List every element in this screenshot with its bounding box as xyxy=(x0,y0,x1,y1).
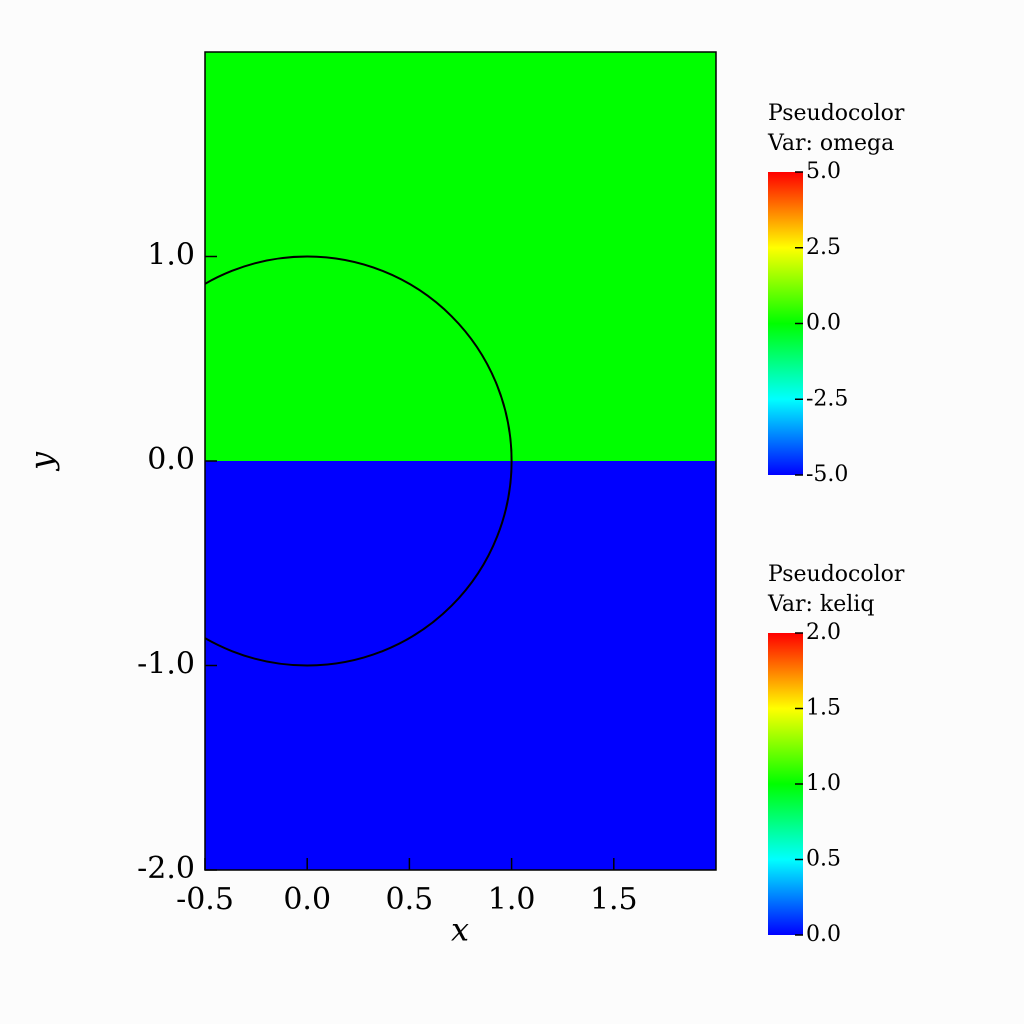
region xyxy=(205,461,716,870)
colorbar-tick-label: 2.0 xyxy=(806,620,841,645)
y-tick-label: 1.0 xyxy=(147,238,195,273)
x-tick-label: 0.0 xyxy=(283,882,331,917)
colorbar-tick-label: 1.0 xyxy=(806,771,841,796)
colorbar-tick-label: 0.5 xyxy=(806,847,841,872)
x-axis-label: x xyxy=(451,911,469,949)
x-tick-label: 1.5 xyxy=(590,882,638,917)
colorbar-tick-label: -2.5 xyxy=(806,386,848,411)
colorbar-tick-label: -5.0 xyxy=(806,462,848,487)
colorbar-tick-label: 0.0 xyxy=(806,922,841,947)
colorbar-tick-label: 2.5 xyxy=(806,235,841,260)
y-axis-label: y xyxy=(23,451,61,472)
region xyxy=(205,52,716,461)
y-tick-label: 0.0 xyxy=(147,442,195,477)
legend-variable: Var: keliq xyxy=(767,592,874,617)
colorbar-tick-label: 5.0 xyxy=(806,159,841,184)
y-tick-label: -2.0 xyxy=(137,851,195,886)
legend-variable: Var: omega xyxy=(767,131,894,156)
x-tick-label: 1.0 xyxy=(488,882,536,917)
x-tick-label: 0.5 xyxy=(386,882,434,917)
legend-title: Pseudocolor xyxy=(768,101,905,126)
contour xyxy=(205,255,513,667)
y-tick-label: -1.0 xyxy=(137,647,195,682)
colorbar-tick-label: 1.5 xyxy=(806,696,841,721)
colorbar-tick-label: 0.0 xyxy=(806,311,841,336)
x-tick-label: -0.5 xyxy=(176,882,234,917)
legend-title: Pseudocolor xyxy=(768,562,905,587)
